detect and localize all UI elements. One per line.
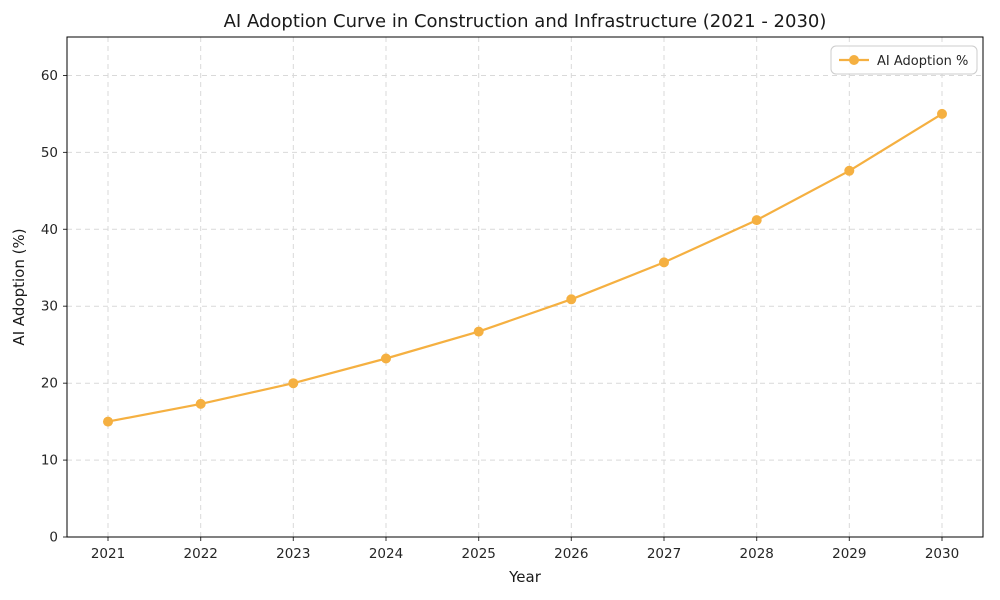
data-point [381,353,391,364]
data-point [844,165,855,176]
legend: AI Adoption % [830,45,978,75]
series-layer [103,108,947,427]
y-tick-label: 20 [41,376,58,392]
data-point [288,378,299,389]
y-tick-label: 30 [41,299,58,315]
y-tick-label: 50 [41,145,58,161]
x-tick-label: 2030 [925,546,959,562]
x-tick-label: 2025 [462,546,496,562]
chart-title: AI Adoption Curve in Construction and In… [224,11,827,32]
y-tick-label: 40 [41,222,58,238]
gridlines [67,37,983,537]
data-point [937,108,947,119]
legend-marker-swatch [849,55,859,65]
data-point [566,294,577,305]
axes: 2021 2022 2023 2024 2025 2026 2027 2028 2029 2030… [41,36,984,562]
x-tick-label: 2021 [91,546,125,562]
data-point [103,416,113,427]
x-tick-label: 2028 [740,546,774,562]
x-tick-label: 2024 [369,546,403,562]
data-point [751,215,762,226]
x-tick-label: 2023 [276,546,310,562]
x-tick-label: 2026 [554,546,588,562]
x-tick-label: 2029 [832,546,866,562]
data-point [659,257,669,268]
x-tick-label: 2027 [647,546,681,562]
x-axis-label: Year [508,568,542,586]
legend-label: AI Adoption % [877,54,968,69]
data-point [473,326,484,337]
data-point [195,398,206,409]
y-axis-label: AI Adoption (%) [10,228,28,345]
y-tick-label: 10 [41,453,58,469]
x-tick-label: 2022 [184,546,218,562]
legend-box [830,45,978,75]
plot-frame [66,36,984,538]
y-tick-label: 60 [41,68,58,84]
y-tick-label: 0 [49,530,58,546]
series-line [106,112,944,423]
